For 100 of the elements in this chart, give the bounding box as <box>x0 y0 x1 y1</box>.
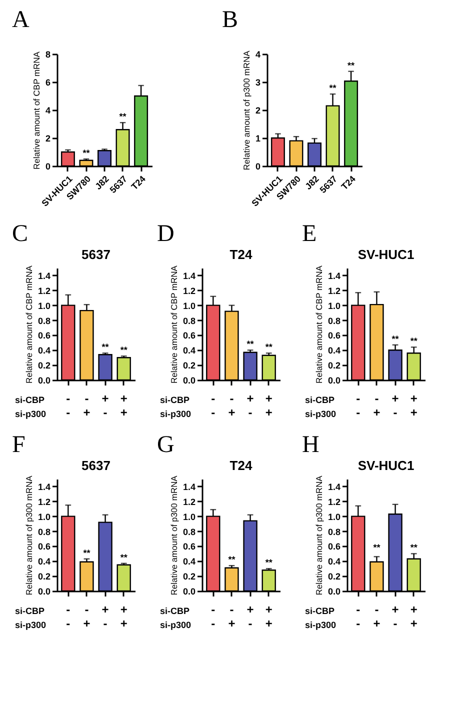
text: si-p300 <box>15 620 46 630</box>
y-tick-label: 1.4 <box>328 270 340 281</box>
x-tick-label: - - <box>356 602 360 630</box>
y-tick-label: 3 <box>255 78 260 88</box>
annotation: ** <box>119 112 127 122</box>
text: si-CBP <box>305 395 335 405</box>
annotation: ** <box>265 342 273 352</box>
text: si-CBP <box>305 606 335 616</box>
y-tick-label: 1.2 <box>182 496 196 507</box>
y-tick-label: 6 <box>45 78 50 88</box>
annotation: ** <box>228 554 236 565</box>
annotation: ** <box>102 342 110 352</box>
annotation: ** <box>373 542 381 553</box>
text: si-CBP <box>160 395 190 405</box>
x-tick-label: + + <box>120 392 128 420</box>
y-axis-title: Relative amount of CBP mRNA <box>168 265 179 384</box>
y-tick-label: 1.2 <box>328 286 340 296</box>
y-tick-label: 0 <box>255 162 260 172</box>
y-axis-title: Relative amount of p300 mRNA <box>241 50 252 170</box>
y-tick-label: 1.0 <box>328 300 340 311</box>
annotation: ** <box>329 83 337 94</box>
y-tick-label: 1.2 <box>38 496 50 507</box>
annotation: ** <box>410 542 418 553</box>
x-tick-label: - + <box>228 392 236 420</box>
x-tick-label: + - <box>102 602 109 630</box>
y-tick-label: 1.4 <box>38 482 50 492</box>
text: si-CBP <box>15 395 45 405</box>
annotation: ** <box>265 558 273 568</box>
y-axis-title: Relative amount of CBP mRNA <box>31 51 42 170</box>
y-tick-label: 1.4 <box>328 482 340 492</box>
annotation: ** <box>246 339 254 350</box>
x-tick-label: + + <box>410 392 418 420</box>
y-tick-label: 0.0 <box>38 376 50 386</box>
y-tick-label: 0.0 <box>182 586 196 596</box>
annotation: ** <box>83 548 91 558</box>
y-tick-label: 1.2 <box>182 286 196 296</box>
y-tick-label: 2 <box>255 106 260 116</box>
text: E <box>302 221 317 247</box>
x-tick-label: + + <box>265 602 272 630</box>
chart-title: T24 <box>230 247 253 262</box>
y-tick-label: 0.6 <box>328 330 340 341</box>
y-tick-label: 0.8 <box>182 316 196 326</box>
y-tick-label: 1.4 <box>38 270 50 281</box>
x-tick-label: T24 <box>129 174 148 192</box>
y-tick-label: 0.2 <box>182 360 196 371</box>
y-tick-label: 0.8 <box>328 526 340 537</box>
text: si-CBP <box>160 606 190 616</box>
y-tick-label: 1 <box>255 134 260 144</box>
x-tick-label: - - <box>356 392 360 420</box>
text: si-p300 <box>305 409 336 419</box>
x-tick-label: + + <box>120 602 128 630</box>
y-tick-label: 0.6 <box>182 330 196 341</box>
text: si-p300 <box>15 409 46 419</box>
y-tick-label: 1.0 <box>38 512 50 522</box>
text: B <box>222 7 238 33</box>
y-tick-label: 1.4 <box>182 270 196 281</box>
y-tick-label: 1.0 <box>182 300 196 311</box>
annotation: ** <box>120 345 128 356</box>
y-tick-label: 1.4 <box>182 482 196 492</box>
y-tick-label: 0.8 <box>328 316 340 326</box>
x-tick-label: J82 <box>93 174 111 192</box>
y-tick-label: 0.2 <box>38 360 50 371</box>
y-axis-title: Relative amount of p300 mRNA <box>24 475 34 596</box>
text: si-p300 <box>160 409 192 419</box>
x-tick-label: - + <box>83 602 90 630</box>
x-tick-label: + + <box>265 392 272 420</box>
y-tick-label: 0.0 <box>328 586 340 596</box>
chart-title: SV-HUC1 <box>358 458 414 473</box>
y-axis-title: Relative amount of CBP mRNA <box>24 265 34 384</box>
x-tick-label: + - <box>392 602 399 630</box>
y-axis-title: Relative amount of p300 mRNA <box>314 475 324 596</box>
text: F <box>12 432 26 458</box>
y-tick-label: 4 <box>255 50 260 60</box>
y-tick-label: 1.0 <box>38 300 50 311</box>
y-tick-label: 2 <box>45 134 50 144</box>
text: si-p300 <box>305 620 336 630</box>
y-tick-label: 4 <box>45 106 50 116</box>
y-tick-label: 1.2 <box>38 286 50 296</box>
x-tick-label: J82 <box>303 174 321 192</box>
y-tick-label: 0.4 <box>328 556 340 567</box>
x-tick-label: - - <box>66 602 70 630</box>
x-tick-label: - + <box>228 602 236 630</box>
y-tick-label: 0.4 <box>182 346 196 356</box>
x-tick-label: - + <box>83 392 90 420</box>
text: H <box>302 432 320 458</box>
text: D <box>157 221 174 247</box>
y-tick-label: 0.0 <box>328 376 340 386</box>
text: C <box>12 221 28 247</box>
chart-title: SV-HUC1 <box>358 247 414 262</box>
x-tick-label: + - <box>102 392 109 420</box>
y-tick-label: 0.4 <box>328 346 340 356</box>
x-tick-label: + - <box>246 392 254 420</box>
text: si-p300 <box>160 620 192 630</box>
x-tick-label: + + <box>410 602 418 630</box>
y-tick-label: 0.8 <box>182 526 196 537</box>
y-tick-label: 0.6 <box>38 330 50 341</box>
y-tick-label: 1.0 <box>182 512 196 522</box>
y-tick-label: 8 <box>45 50 50 60</box>
annotation: ** <box>82 148 90 158</box>
y-tick-label: 0.8 <box>38 526 50 537</box>
